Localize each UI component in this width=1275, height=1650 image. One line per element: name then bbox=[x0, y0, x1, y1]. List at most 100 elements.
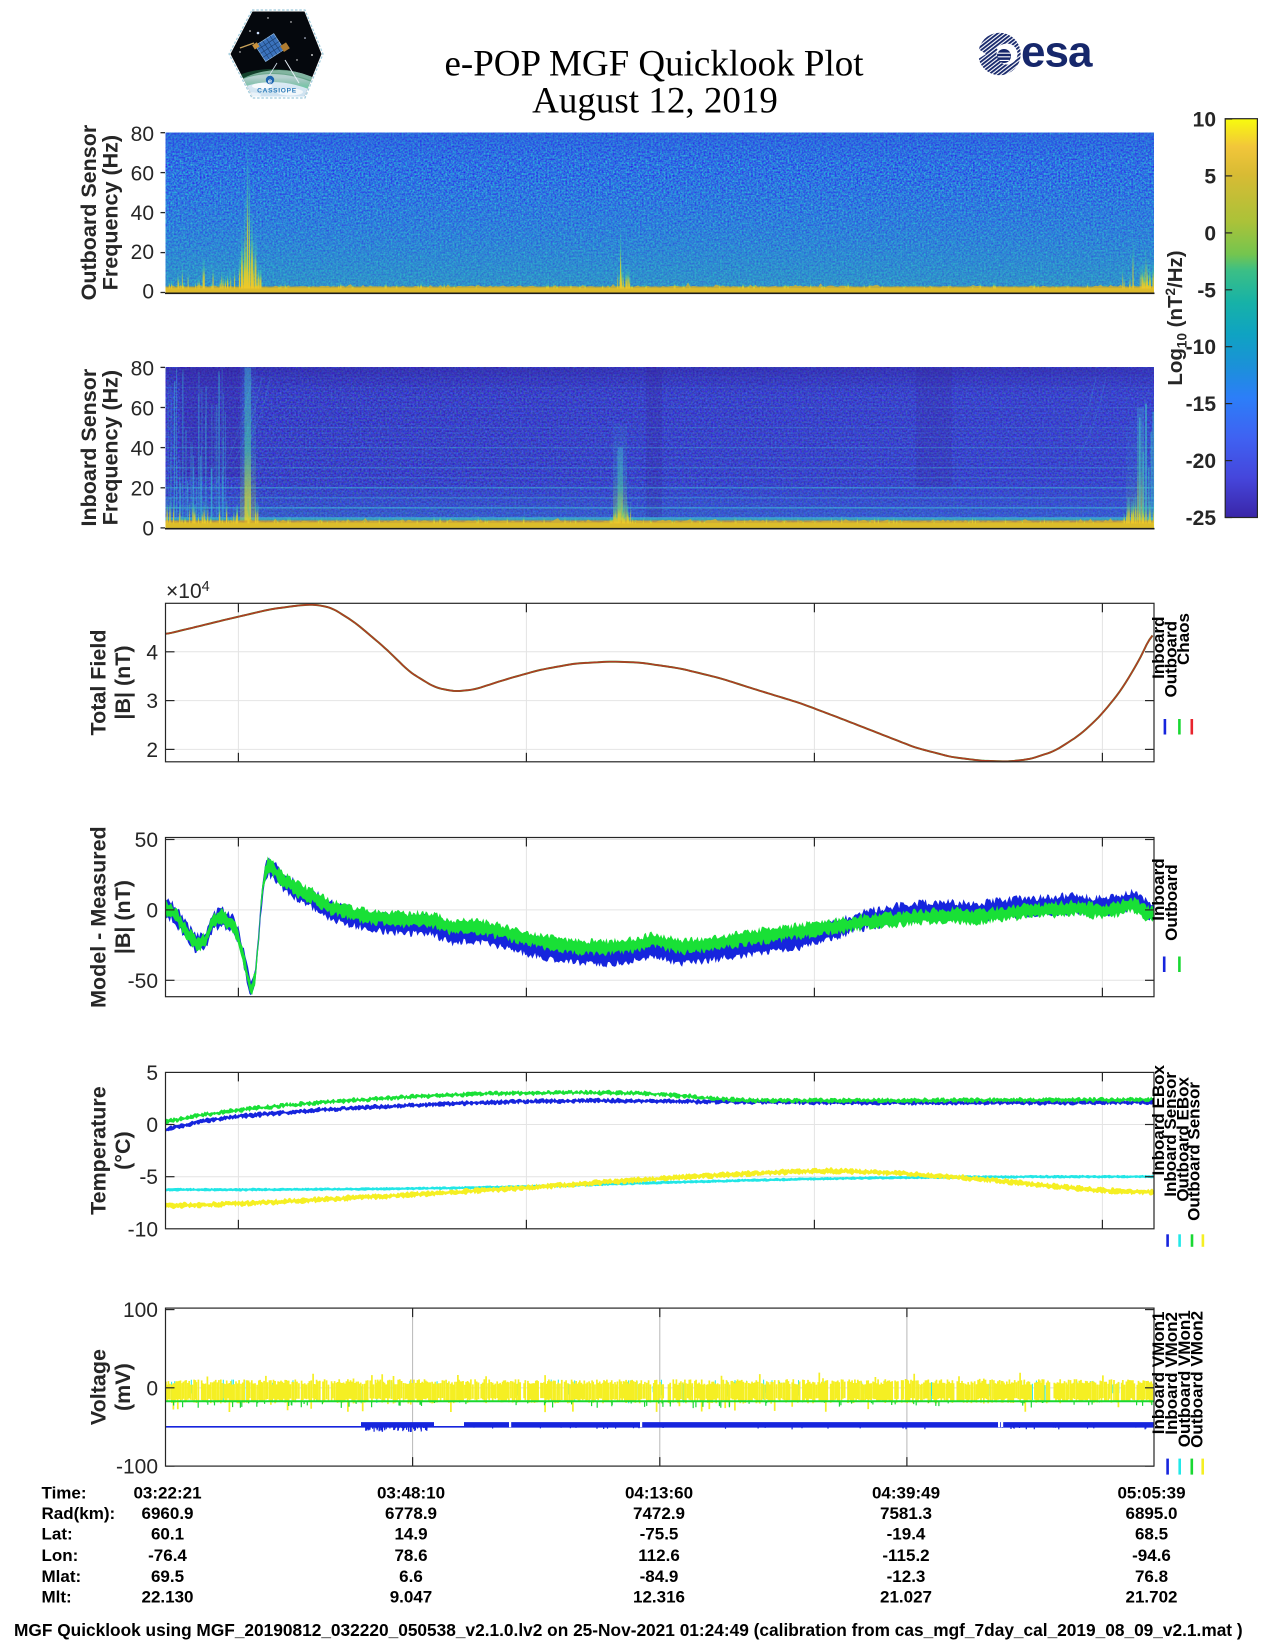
svg-text:Inboard VMon1: Inboard VMon1 bbox=[1149, 1312, 1168, 1435]
svg-text:112.6: 112.6 bbox=[638, 1546, 680, 1565]
svg-text:3: 3 bbox=[146, 690, 158, 713]
svg-text:21.702: 21.702 bbox=[1126, 1588, 1178, 1607]
svg-text:Lat:: Lat: bbox=[42, 1525, 73, 1544]
svg-text:-20: -20 bbox=[1186, 450, 1216, 473]
svg-text:-115.2: -115.2 bbox=[882, 1546, 929, 1565]
svg-text:80: 80 bbox=[131, 123, 154, 146]
svg-text:04:39:49: 04:39:49 bbox=[872, 1484, 940, 1503]
svg-text:40: 40 bbox=[131, 202, 154, 225]
svg-text:Inboard: Inboard bbox=[1149, 858, 1168, 920]
svg-text:Total Field: Total Field bbox=[87, 630, 111, 736]
svg-text:e: e bbox=[268, 77, 272, 86]
svg-text:-25: -25 bbox=[1186, 507, 1217, 530]
svg-text:Frequency (Hz): Frequency (Hz) bbox=[99, 370, 123, 525]
svg-text:-10: -10 bbox=[128, 1218, 158, 1241]
svg-text:Temperature: Temperature bbox=[87, 1086, 111, 1215]
svg-text:9.047: 9.047 bbox=[390, 1588, 433, 1607]
svg-text:6778.9: 6778.9 bbox=[385, 1504, 437, 1523]
svg-text:Inboard VMon2: Inboard VMon2 bbox=[1162, 1312, 1181, 1435]
svg-text:Outboard EBox: Outboard EBox bbox=[1174, 1076, 1193, 1201]
svg-text:-10: -10 bbox=[1186, 336, 1216, 359]
svg-text:69.5: 69.5 bbox=[151, 1567, 184, 1586]
svg-text:0: 0 bbox=[1204, 222, 1216, 245]
svg-text:CASSIOPE: CASSIOPE bbox=[257, 88, 297, 95]
svg-text:6960.9: 6960.9 bbox=[142, 1504, 194, 1523]
svg-text:Outboard VMon1: Outboard VMon1 bbox=[1175, 1310, 1194, 1447]
svg-text:-5: -5 bbox=[1197, 279, 1216, 302]
svg-text:Outboard Sensor: Outboard Sensor bbox=[77, 124, 101, 300]
svg-text:2: 2 bbox=[146, 739, 158, 762]
svg-text:20: 20 bbox=[131, 477, 154, 500]
svg-text:MGF Quicklook using MGF_201908: MGF Quicklook using MGF_20190812_032220_… bbox=[14, 1620, 1243, 1640]
svg-text:05:05:39: 05:05:39 bbox=[1117, 1484, 1185, 1503]
svg-text:Inboard Sensor: Inboard Sensor bbox=[77, 368, 101, 526]
svg-text:Rad(km):: Rad(km): bbox=[42, 1504, 116, 1523]
svg-text:esa: esa bbox=[1021, 28, 1093, 77]
svg-text:10: 10 bbox=[1193, 109, 1216, 132]
svg-text:Inboard Sensor: Inboard Sensor bbox=[1161, 1072, 1180, 1197]
svg-text:Frequency (Hz): Frequency (Hz) bbox=[99, 135, 123, 290]
svg-text:-76.4: -76.4 bbox=[148, 1546, 187, 1565]
svg-text:(mV): (mV) bbox=[111, 1363, 135, 1411]
svg-text:4: 4 bbox=[146, 641, 158, 664]
svg-text:40: 40 bbox=[131, 438, 154, 461]
svg-text:20: 20 bbox=[131, 241, 154, 264]
svg-text:(°C): (°C) bbox=[111, 1131, 135, 1169]
svg-text:03:22:21: 03:22:21 bbox=[133, 1484, 201, 1503]
svg-text:-100: -100 bbox=[116, 1456, 158, 1479]
svg-text:6895.0: 6895.0 bbox=[1126, 1504, 1178, 1523]
svg-text:-12.3: -12.3 bbox=[887, 1567, 926, 1586]
svg-text:-50: -50 bbox=[128, 970, 158, 993]
svg-text:03:48:10: 03:48:10 bbox=[377, 1484, 445, 1503]
svg-text:0: 0 bbox=[146, 1114, 158, 1137]
svg-text:78.6: 78.6 bbox=[394, 1546, 427, 1565]
svg-text:Outboard Sensor: Outboard Sensor bbox=[1185, 1082, 1204, 1221]
svg-text:21.027: 21.027 bbox=[880, 1588, 932, 1607]
svg-text:04:13:60: 04:13:60 bbox=[625, 1484, 693, 1503]
svg-text:Lon:: Lon: bbox=[42, 1546, 79, 1565]
svg-text:0: 0 bbox=[146, 899, 158, 922]
svg-text:Mlt:: Mlt: bbox=[42, 1588, 72, 1607]
svg-text:Time:: Time: bbox=[42, 1484, 87, 1503]
svg-text:Outboard: Outboard bbox=[1162, 864, 1181, 941]
svg-text:76.8: 76.8 bbox=[1135, 1567, 1168, 1586]
svg-text:68.5: 68.5 bbox=[1135, 1525, 1168, 1544]
svg-text:Inboard: Inboard bbox=[1149, 617, 1168, 679]
svg-text:7581.3: 7581.3 bbox=[880, 1504, 932, 1523]
svg-text:5: 5 bbox=[146, 1062, 158, 1085]
svg-text:-5: -5 bbox=[139, 1166, 158, 1189]
svg-text:-84.9: -84.9 bbox=[640, 1567, 679, 1586]
svg-text:-19.4: -19.4 bbox=[887, 1525, 926, 1544]
svg-text:Mlat:: Mlat: bbox=[42, 1567, 82, 1586]
svg-text:0: 0 bbox=[142, 517, 154, 540]
svg-text:50: 50 bbox=[135, 829, 158, 852]
svg-text:22.130: 22.130 bbox=[142, 1588, 194, 1607]
svg-text:14.9: 14.9 bbox=[394, 1525, 427, 1544]
svg-text:7472.9: 7472.9 bbox=[633, 1504, 685, 1523]
svg-text:Model - Measured: Model - Measured bbox=[87, 826, 111, 1008]
svg-text:Inboard EBox: Inboard EBox bbox=[1149, 1064, 1168, 1175]
svg-text:|B| (nT): |B| (nT) bbox=[111, 645, 135, 719]
svg-text:80: 80 bbox=[131, 358, 154, 381]
svg-text:Outboard VMon2: Outboard VMon2 bbox=[1188, 1311, 1207, 1448]
svg-text:×104: ×104 bbox=[166, 579, 210, 603]
svg-text:August 12, 2019: August 12, 2019 bbox=[532, 81, 778, 122]
svg-text:0: 0 bbox=[142, 281, 154, 304]
svg-text:100: 100 bbox=[123, 1299, 158, 1322]
svg-text:|B| (nT): |B| (nT) bbox=[111, 880, 135, 954]
svg-text:Voltage: Voltage bbox=[87, 1349, 111, 1425]
svg-text:-75.5: -75.5 bbox=[640, 1525, 679, 1544]
svg-text:-94.6: -94.6 bbox=[1132, 1546, 1171, 1565]
svg-text:e-POP MGF Quicklook Plot: e-POP MGF Quicklook Plot bbox=[444, 44, 864, 85]
svg-text:-15: -15 bbox=[1186, 393, 1217, 416]
svg-text:Log10 (nT2/Hz): Log10 (nT2/Hz) bbox=[1163, 250, 1190, 385]
svg-text:0: 0 bbox=[146, 1377, 158, 1400]
svg-text:Chaos: Chaos bbox=[1174, 613, 1193, 665]
svg-text:6.6: 6.6 bbox=[399, 1567, 423, 1586]
svg-text:60: 60 bbox=[131, 398, 154, 421]
svg-text:60: 60 bbox=[131, 162, 154, 185]
svg-text:60.1: 60.1 bbox=[151, 1525, 184, 1544]
svg-text:5: 5 bbox=[1204, 165, 1216, 188]
svg-text:Outboard: Outboard bbox=[1162, 621, 1181, 698]
svg-text:12.316: 12.316 bbox=[633, 1588, 685, 1607]
